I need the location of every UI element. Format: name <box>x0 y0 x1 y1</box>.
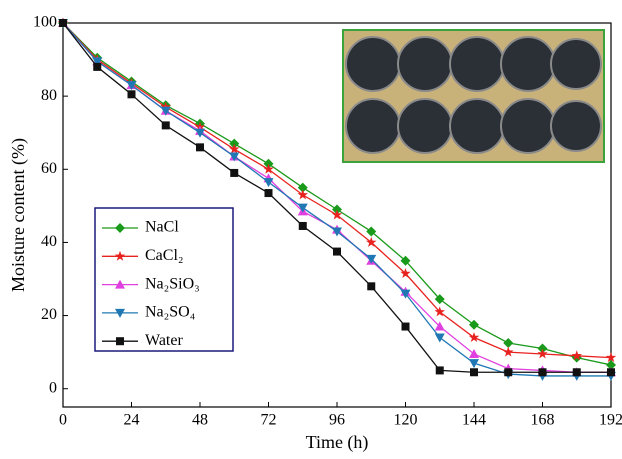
marker <box>605 352 617 363</box>
x-axis-label: Time (h) <box>306 432 369 453</box>
marker <box>572 368 581 377</box>
marker <box>400 255 411 266</box>
marker <box>571 350 582 361</box>
marker <box>366 226 377 237</box>
marker <box>116 337 124 346</box>
marker <box>400 268 411 278</box>
marker <box>229 152 240 162</box>
marker <box>59 19 67 27</box>
x-tick-label: 96 <box>329 412 345 429</box>
marker <box>503 338 514 348</box>
marker <box>468 332 480 342</box>
marker <box>115 308 125 318</box>
marker <box>195 128 205 138</box>
marker <box>332 227 342 237</box>
marker <box>503 346 514 357</box>
x-tick-label: 24 <box>124 412 140 429</box>
y-tick-label: 60 <box>41 160 57 177</box>
marker <box>607 368 615 377</box>
marker <box>469 348 479 358</box>
marker <box>93 62 102 71</box>
legend <box>94 207 234 352</box>
legend-label: NaCl <box>145 219 179 236</box>
marker <box>469 359 479 369</box>
marker <box>504 368 513 377</box>
marker <box>469 319 479 330</box>
marker <box>434 294 445 305</box>
marker <box>538 368 547 377</box>
marker <box>160 106 171 116</box>
marker <box>470 368 478 377</box>
marker <box>263 163 274 174</box>
marker <box>606 359 616 370</box>
marker <box>297 203 308 213</box>
marker <box>196 143 204 152</box>
marker <box>115 223 125 233</box>
x-tick-label: 144 <box>462 412 486 429</box>
marker <box>115 279 125 289</box>
y-axis-label: Moisture content (%) <box>8 138 29 292</box>
marker <box>331 209 343 220</box>
marker <box>537 348 548 359</box>
legend-label: Water <box>145 332 183 349</box>
marker <box>229 143 240 154</box>
y-tick-label: 80 <box>41 87 57 104</box>
marker <box>333 247 341 256</box>
marker <box>230 168 239 177</box>
marker <box>92 57 103 67</box>
marker <box>127 90 136 99</box>
marker <box>298 221 307 230</box>
marker <box>263 178 274 188</box>
inset-photo <box>342 29 605 163</box>
marker <box>434 321 445 331</box>
legend-label: CaCl₂ <box>145 247 183 264</box>
marker <box>297 182 308 193</box>
marker <box>434 306 445 317</box>
x-tick-label: 168 <box>531 412 555 429</box>
marker <box>264 189 273 198</box>
marker <box>161 121 170 130</box>
x-tick-label: 72 <box>261 412 277 429</box>
marker <box>367 282 376 291</box>
x-tick-label: 192 <box>599 412 622 429</box>
x-tick-label: 120 <box>394 412 418 429</box>
x-tick-label: 48 <box>192 412 208 429</box>
y-tick-label: 20 <box>41 306 57 323</box>
marker <box>366 236 377 247</box>
y-tick-label: 40 <box>41 233 57 250</box>
marker <box>297 189 308 200</box>
legend-label: Na₂SiO₃ <box>145 275 200 292</box>
x-tick-label: 0 <box>59 412 67 429</box>
marker <box>400 289 411 299</box>
y-tick-label: 100 <box>33 14 57 31</box>
legend-label: Na₂SO₄ <box>145 304 196 321</box>
marker <box>434 333 445 343</box>
marker <box>114 250 126 261</box>
marker <box>435 366 444 375</box>
marker <box>366 254 377 264</box>
y-tick-label: 0 <box>49 379 57 396</box>
marker <box>126 81 137 91</box>
marker <box>401 322 410 331</box>
